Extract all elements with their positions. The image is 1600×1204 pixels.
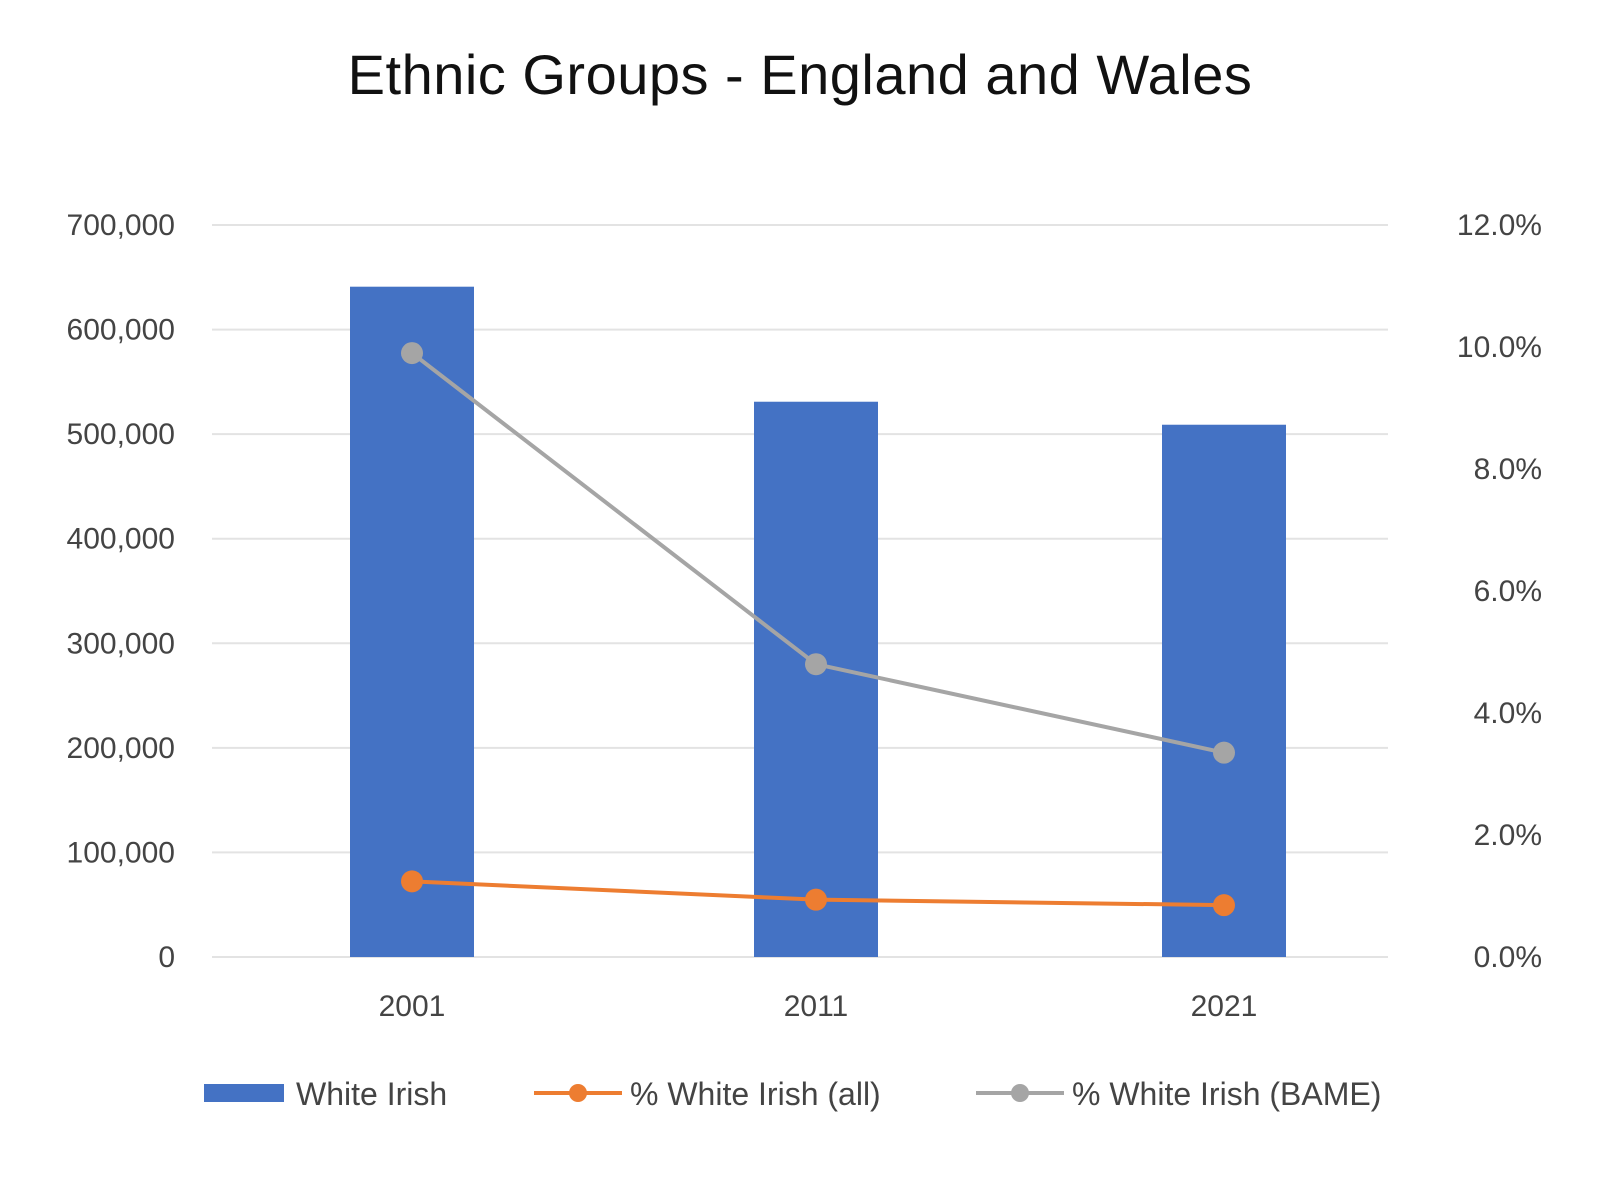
y-right-tick-label: 12.0% (1457, 209, 1542, 242)
line-series (401, 342, 1235, 917)
line-point (805, 653, 827, 676)
y-left-tick-label: 400,000 (67, 523, 175, 556)
bar (754, 401, 878, 957)
x-axis: 2001 2011 2021 (379, 990, 1258, 1023)
bar (1162, 424, 1286, 957)
y-right-tick-label: 4.0% (1474, 697, 1542, 730)
line-point (401, 870, 423, 893)
y-left-tick-label: 700,000 (67, 209, 175, 242)
y-left-tick-label: 0 (158, 941, 175, 974)
y-left-tick-label: 200,000 (67, 732, 175, 765)
y-right-tick-label: 2.0% (1474, 819, 1542, 852)
legend-marker (1011, 1084, 1029, 1102)
x-tick-label: 2001 (379, 990, 446, 1023)
x-tick-label: 2021 (1191, 990, 1258, 1023)
line-point (1213, 894, 1235, 917)
line-point (805, 888, 827, 911)
y-left-tick-label: 300,000 (67, 627, 175, 660)
bar-series (350, 286, 1286, 957)
legend-label: % White Irish (BAME) (1072, 1076, 1381, 1112)
y-left-tick-label: 100,000 (67, 836, 175, 869)
legend: White Irish % White Irish (all) % White Ir… (204, 1076, 1381, 1112)
y-left-tick-label: 600,000 (67, 314, 175, 347)
legend-label: White Irish (296, 1076, 447, 1112)
legend-label: % White Irish (all) (630, 1076, 881, 1112)
y-left-tick-label: 500,000 (67, 418, 175, 451)
line-point (401, 342, 423, 365)
chart-title: Ethnic Groups - England and Wales (347, 43, 1253, 106)
bar (350, 286, 474, 957)
y-right-tick-label: 8.0% (1474, 453, 1542, 486)
y-right-tick-label: 6.0% (1474, 575, 1542, 608)
x-tick-label: 2011 (784, 990, 849, 1023)
line-point (1213, 741, 1235, 764)
legend-swatch (204, 1084, 284, 1102)
right-axis: 0.0% 2.0% 4.0% 6.0% 8.0% 10.0% 12.0% (1457, 209, 1542, 974)
legend-marker (569, 1084, 587, 1102)
y-right-tick-label: 10.0% (1457, 331, 1542, 364)
left-axis: 0 100,000 200,000 300,000 400,000 500,000 600,… (67, 209, 175, 974)
y-right-tick-label: 0.0% (1474, 941, 1542, 974)
